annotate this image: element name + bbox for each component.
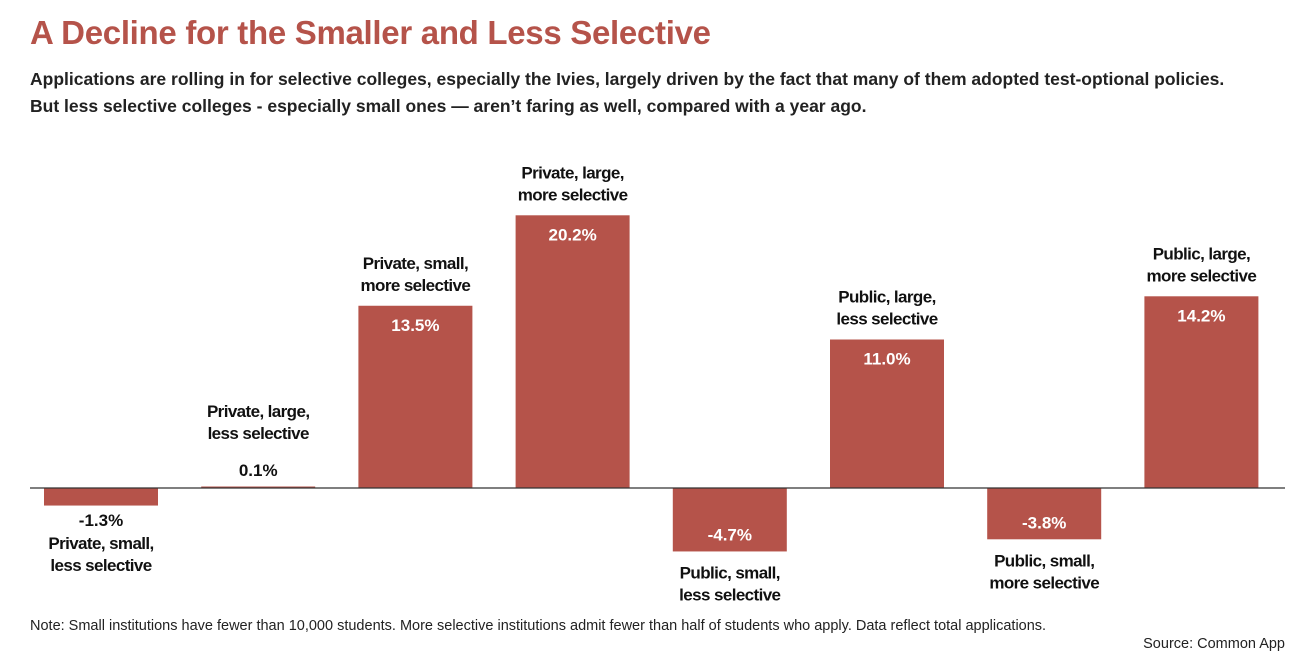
data-label: 13.5%	[391, 316, 439, 335]
category-label: Public, large,	[838, 288, 935, 307]
bar	[358, 305, 473, 488]
category-label: less selective	[679, 585, 780, 604]
category-label: more selective	[1147, 266, 1257, 285]
category-label: less selective	[50, 556, 151, 575]
bar	[830, 339, 944, 488]
subtitle-line-2: But less selective colleges - especially…	[30, 96, 867, 116]
bar	[44, 488, 158, 506]
chart-source: Source: Common App	[1143, 636, 1285, 652]
subtitle-line-1: Applications are rolling in for selectiv…	[30, 69, 1225, 89]
data-label: 0.1%	[239, 461, 278, 480]
category-label: more selective	[518, 185, 628, 204]
data-label: -3.8%	[1022, 513, 1066, 532]
data-label: 11.0%	[863, 350, 910, 369]
data-label: -1.3%	[79, 511, 123, 530]
category-label: Private, large,	[207, 402, 310, 421]
category-label: more selective	[361, 276, 471, 295]
chart-note: Note: Small institutions have fewer than…	[30, 618, 1047, 634]
chart-title: A Decline for the Smaller and Less Selec…	[30, 14, 711, 51]
category-label: Public, small,	[680, 563, 780, 582]
bar	[672, 488, 787, 552]
data-label: -4.7%	[708, 525, 752, 544]
bar	[515, 215, 630, 489]
chart-subtitle: Applications are rolling in for selectiv…	[30, 66, 1300, 120]
category-label: Private, small,	[48, 534, 153, 553]
bar	[987, 488, 1102, 540]
data-label: 14.2%	[1177, 306, 1225, 325]
category-label: Private, large,	[521, 163, 624, 182]
category-label: Public, small,	[994, 551, 1094, 570]
category-label: less selective	[208, 424, 309, 443]
category-label: Public, large,	[1153, 244, 1250, 263]
category-label: Private, small,	[363, 254, 468, 273]
bar	[1144, 296, 1259, 488]
bar	[201, 486, 316, 488]
category-label: less selective	[836, 310, 937, 329]
data-label: 20.2%	[548, 225, 596, 244]
category-label: more selective	[989, 573, 1099, 592]
